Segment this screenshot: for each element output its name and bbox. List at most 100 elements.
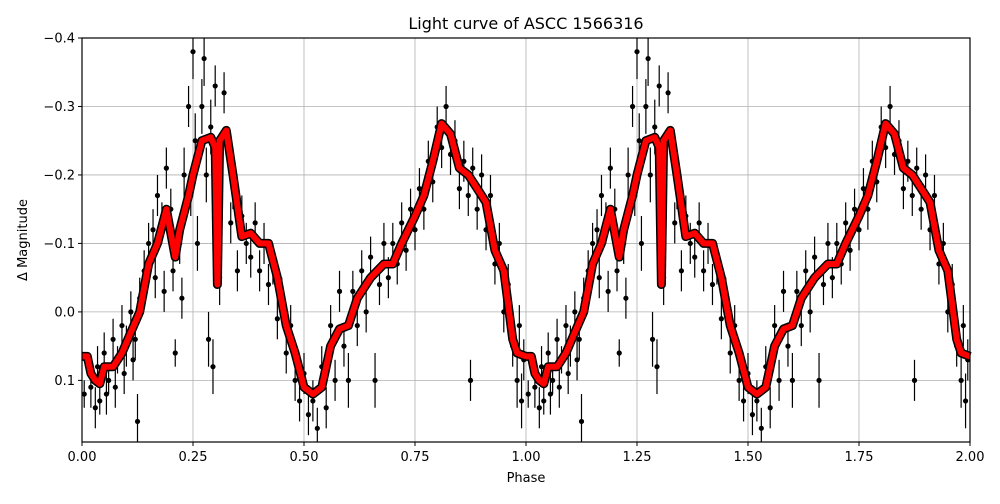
axis-ticks: 0.00 0.25 0.50 0.75 1.00 1.25 1.50 1.75 2.00 −0.4… [43, 32, 984, 466]
data-point [605, 288, 611, 294]
y-tick-label: −0.2 [43, 168, 75, 183]
data-point [692, 254, 698, 260]
data-point [687, 240, 693, 247]
data-point [170, 268, 176, 274]
data-point [150, 227, 156, 233]
data-point [960, 322, 966, 329]
data-point [547, 391, 554, 397]
data-point [847, 247, 853, 253]
data-point [772, 322, 778, 329]
data-point [390, 240, 396, 247]
data-point [701, 268, 707, 274]
data-point [154, 192, 161, 199]
data-point [192, 138, 198, 144]
data-point [350, 288, 356, 294]
data-point [636, 138, 642, 144]
x-tick-label: 0.25 [179, 450, 208, 465]
x-tick-label: 2.00 [956, 450, 985, 465]
data-point [749, 412, 756, 418]
data-point [514, 377, 520, 383]
data-point [550, 377, 556, 383]
data-point [634, 49, 640, 55]
x-tick-label: 0.00 [68, 450, 97, 465]
y-tick-label: 0.1 [54, 374, 75, 389]
data-point [516, 322, 522, 329]
data-point [820, 281, 827, 288]
data-point [623, 295, 629, 301]
data-point [161, 288, 167, 294]
data-point [305, 412, 312, 418]
data-point [574, 357, 580, 363]
data-point [228, 220, 234, 226]
data-point [372, 377, 378, 383]
data-point [578, 418, 585, 425]
data-point [572, 309, 578, 315]
data-point [363, 309, 369, 315]
data-point [221, 90, 227, 96]
data-point [556, 384, 562, 390]
data-point [598, 192, 605, 199]
data-point [368, 254, 374, 260]
data-point [296, 398, 303, 404]
data-point [399, 220, 405, 226]
data-point [962, 398, 969, 404]
data-point [532, 384, 538, 390]
data-point [274, 316, 280, 322]
data-point [672, 220, 678, 226]
data-point [376, 281, 383, 288]
data-point [911, 377, 918, 383]
x-tick-label: 1.50 [734, 450, 763, 465]
data-point [467, 377, 474, 383]
data-point [638, 240, 645, 247]
data-point [590, 240, 596, 247]
data-point [767, 405, 773, 411]
data-point [776, 377, 782, 383]
data-point [208, 124, 214, 130]
x-tick-label: 1.75 [845, 450, 874, 465]
data-point [359, 268, 365, 274]
data-point [665, 90, 671, 96]
data-point [607, 165, 613, 171]
data-point [758, 425, 764, 431]
data-point [851, 206, 858, 212]
data-point [101, 350, 107, 356]
data-point [243, 240, 249, 247]
data-point [958, 377, 964, 383]
data-point [918, 206, 924, 212]
y-tick-label: −0.3 [43, 100, 75, 115]
x-axis-label: Phase [507, 471, 546, 486]
data-point [345, 377, 351, 383]
data-point [740, 398, 747, 404]
data-point [616, 350, 622, 356]
data-point [554, 336, 560, 342]
data-point [252, 220, 258, 226]
data-point [110, 336, 116, 342]
data-point [887, 103, 893, 110]
data-point [103, 391, 110, 397]
data-point [736, 377, 742, 383]
data-point [914, 165, 920, 171]
data-point [121, 370, 127, 377]
data-point [310, 398, 316, 404]
data-point [381, 240, 387, 247]
data-point [696, 220, 702, 226]
data-point [152, 275, 158, 281]
data-point [794, 288, 800, 294]
data-point [205, 336, 212, 342]
data-point [812, 254, 818, 260]
x-tick-label: 0.75 [401, 450, 430, 465]
data-point [518, 398, 525, 404]
data-point [314, 425, 320, 431]
data-point [341, 343, 347, 349]
data-point [146, 240, 152, 247]
data-point [323, 405, 329, 411]
data-point [257, 268, 263, 274]
data-point [525, 391, 531, 397]
y-tick-label: −0.1 [43, 237, 75, 252]
data-point [652, 124, 658, 130]
data-point [134, 418, 141, 425]
data-point [563, 322, 569, 329]
data-point [923, 172, 929, 178]
data-point [292, 377, 298, 383]
